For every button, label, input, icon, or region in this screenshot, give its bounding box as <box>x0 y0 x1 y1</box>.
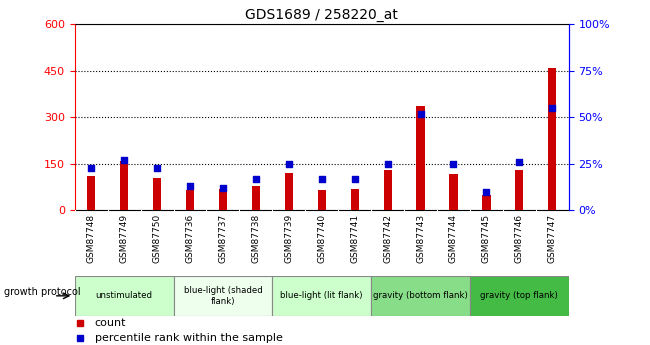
Point <box>481 189 491 195</box>
Text: count: count <box>94 318 126 328</box>
Point <box>514 159 525 165</box>
Bar <box>449 174 458 210</box>
Text: GSM87749: GSM87749 <box>120 214 129 263</box>
Text: GSM87750: GSM87750 <box>153 214 162 263</box>
Text: percentile rank within the sample: percentile rank within the sample <box>94 333 282 343</box>
Bar <box>252 186 260 210</box>
Point <box>448 161 459 167</box>
Point <box>415 111 426 116</box>
FancyBboxPatch shape <box>174 276 272 316</box>
FancyBboxPatch shape <box>371 276 470 316</box>
Text: GSM87739: GSM87739 <box>284 214 293 263</box>
Text: GSM87736: GSM87736 <box>185 214 194 263</box>
Text: growth protocol: growth protocol <box>4 287 81 297</box>
Text: gravity (bottom flank): gravity (bottom flank) <box>373 291 468 300</box>
Text: GSM87737: GSM87737 <box>218 214 227 263</box>
Point <box>251 176 261 181</box>
Point <box>317 176 327 181</box>
Text: GSM87738: GSM87738 <box>252 214 261 263</box>
Point <box>218 185 228 191</box>
Bar <box>515 170 523 210</box>
Bar <box>482 195 491 210</box>
Text: GSM87740: GSM87740 <box>317 214 326 263</box>
Text: GSM87741: GSM87741 <box>350 214 359 263</box>
Point <box>547 105 558 111</box>
Text: unstimulated: unstimulated <box>96 291 153 300</box>
Bar <box>219 189 227 210</box>
Text: GSM87747: GSM87747 <box>548 214 557 263</box>
FancyBboxPatch shape <box>272 276 371 316</box>
Bar <box>153 178 161 210</box>
Point <box>283 161 294 167</box>
Text: blue-light (shaded
flank): blue-light (shaded flank) <box>183 286 263 306</box>
Title: GDS1689 / 258220_at: GDS1689 / 258220_at <box>245 8 398 22</box>
Bar <box>548 68 556 210</box>
Text: GSM87746: GSM87746 <box>515 214 524 263</box>
Bar <box>350 189 359 210</box>
Text: GSM87748: GSM87748 <box>86 214 96 263</box>
Text: GSM87742: GSM87742 <box>383 214 392 263</box>
Bar <box>87 176 96 210</box>
Point <box>86 165 96 170</box>
Point <box>152 165 162 170</box>
Point <box>185 184 195 189</box>
Bar <box>417 106 424 210</box>
Point <box>119 157 129 163</box>
FancyBboxPatch shape <box>470 276 569 316</box>
Bar <box>318 190 326 210</box>
Text: blue-light (lit flank): blue-light (lit flank) <box>281 291 363 300</box>
Point <box>350 176 360 181</box>
Text: GSM87744: GSM87744 <box>449 214 458 263</box>
Text: GSM87743: GSM87743 <box>416 214 425 263</box>
Bar <box>384 170 392 210</box>
Text: gravity (top flank): gravity (top flank) <box>480 291 558 300</box>
Bar <box>186 190 194 210</box>
FancyBboxPatch shape <box>75 276 174 316</box>
Bar <box>120 161 128 210</box>
Point <box>382 161 393 167</box>
Text: GSM87745: GSM87745 <box>482 214 491 263</box>
Bar <box>285 173 293 210</box>
